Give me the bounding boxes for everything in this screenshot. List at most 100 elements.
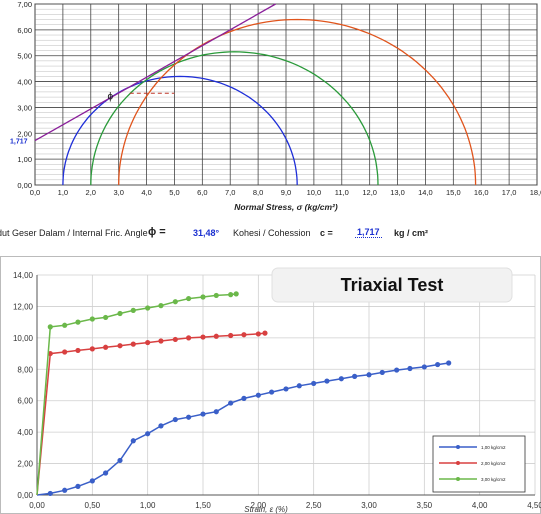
data-point <box>117 310 123 317</box>
x-tick-label: 8,0 <box>253 188 263 197</box>
data-point <box>446 360 452 366</box>
legend-label: 1,00 kg/cm2 <box>481 445 506 450</box>
data-point <box>262 330 268 336</box>
data-point <box>407 365 413 372</box>
x-tick-label: 10,0 <box>307 188 322 197</box>
data-point <box>186 414 192 420</box>
x-tick-label: 0,50 <box>85 501 101 510</box>
data-point <box>394 367 400 373</box>
y-tick-label: 5,00 <box>17 52 32 61</box>
data-point <box>296 383 302 389</box>
y-tick-label: 10,00 <box>13 334 34 343</box>
data-point <box>186 335 192 341</box>
y-tick-label: 4,00 <box>17 428 33 437</box>
legend-marker <box>456 477 460 481</box>
data-point <box>172 336 178 343</box>
x-tick-label: 4,0 <box>141 188 151 197</box>
data-point <box>89 478 95 484</box>
legend-box <box>432 435 526 493</box>
data-point <box>241 332 247 338</box>
x-tick-label: 5,0 <box>169 188 179 197</box>
series-line <box>36 293 237 496</box>
data-point <box>117 457 123 464</box>
data-point <box>228 332 234 339</box>
results-row: Sudut Geser Dalam / Internal Fric. Angle… <box>0 222 541 246</box>
y-tick-label: 4,00 <box>17 78 32 87</box>
failure-envelope-line <box>34 3 276 142</box>
data-point <box>200 411 206 417</box>
y-tick-label: 3,00 <box>17 103 32 112</box>
x-tick-label: 0,0 <box>30 188 40 197</box>
data-point <box>158 338 164 344</box>
mohr-circle <box>118 18 477 186</box>
x-tick-label: 4,00 <box>472 501 488 510</box>
data-point <box>75 319 81 325</box>
x-tick-label: 7,0 <box>225 188 235 197</box>
data-point <box>241 395 247 401</box>
data-point <box>213 292 219 299</box>
x-tick-label: 1,50 <box>195 501 211 510</box>
data-point <box>366 372 372 378</box>
data-point <box>200 334 206 340</box>
x-tick-label: 14,0 <box>418 188 433 197</box>
data-point <box>311 380 317 387</box>
x-tick-label: 12,0 <box>362 188 377 197</box>
data-point <box>283 386 289 392</box>
x-tick-label: 11,0 <box>335 188 349 197</box>
intercept-label: 1,717 <box>10 139 28 146</box>
y-tick-label: 14,00 <box>13 271 34 280</box>
y-tick-label: 6,00 <box>17 397 33 406</box>
x-tick-label: 17,0 <box>502 188 517 197</box>
x-tick-label: 15,0 <box>446 188 461 197</box>
data-point <box>145 305 151 311</box>
data-point <box>103 470 109 476</box>
mohr-circle <box>90 51 379 186</box>
data-point <box>213 409 219 415</box>
y-tick-label: 8,00 <box>17 365 33 374</box>
y-tick-label: 2,00 <box>17 460 33 469</box>
data-point <box>75 347 81 354</box>
data-point <box>158 423 164 429</box>
x-tick-label: 3,0 <box>113 188 123 197</box>
phi-symbol: ϕ = <box>148 226 166 238</box>
x-tick-label: 1,00 <box>140 501 156 510</box>
data-point <box>435 361 441 368</box>
y-tick-label: 1,00 <box>17 155 32 164</box>
y-tick-label: 0,00 <box>17 491 33 500</box>
phi-marker: ϕ <box>108 92 114 103</box>
friction-angle-label: Sudut Geser Dalam / Internal Fric. Angle <box>0 228 148 238</box>
mohr-circle-chart: 0,0 1,0 2,0 3,0 4,0 5,0 6,0 7,0 8,0 9,0 10,0 11,0 12… <box>10 0 541 212</box>
triaxial-test-chart: 0,00 0,50 1,00 1,50 2,00 2,50 3,00 3,50 4,00 4,50… <box>0 256 541 514</box>
data-point <box>255 331 261 337</box>
data-point <box>89 346 95 352</box>
y-tick-label: 6,00 <box>17 26 32 35</box>
data-point <box>145 431 151 437</box>
x-tick-label: 2,0 <box>86 188 96 197</box>
y-tick-label: 0,00 <box>17 181 32 190</box>
y-tick-label: 12,00 <box>13 302 34 311</box>
data-point <box>62 349 68 355</box>
data-point <box>200 294 206 300</box>
legend-label: 2,00 kg/cm2 <box>481 461 506 466</box>
data-point <box>47 324 53 330</box>
data-point <box>269 389 275 395</box>
data-point <box>89 316 95 322</box>
cohesion-label: Kohesi / Cohession <box>233 228 311 238</box>
data-point <box>103 314 109 321</box>
data-point <box>338 376 344 382</box>
data-point <box>130 307 136 313</box>
data-point <box>158 303 164 309</box>
data-point <box>130 341 136 347</box>
data-point <box>130 438 136 444</box>
x-tick-label: 18,0 <box>530 188 541 197</box>
x-axis-label: Strain, ε (%) <box>244 505 288 514</box>
y-tick-label: 2,00 <box>17 129 32 138</box>
data-point <box>103 344 109 350</box>
data-point <box>172 299 178 305</box>
x-tick-label: 2,50 <box>306 501 322 510</box>
data-point <box>172 416 178 423</box>
data-point <box>352 373 358 379</box>
y-tick-label: 7,00 <box>17 0 32 9</box>
data-point <box>421 364 427 370</box>
data-point <box>324 378 330 384</box>
